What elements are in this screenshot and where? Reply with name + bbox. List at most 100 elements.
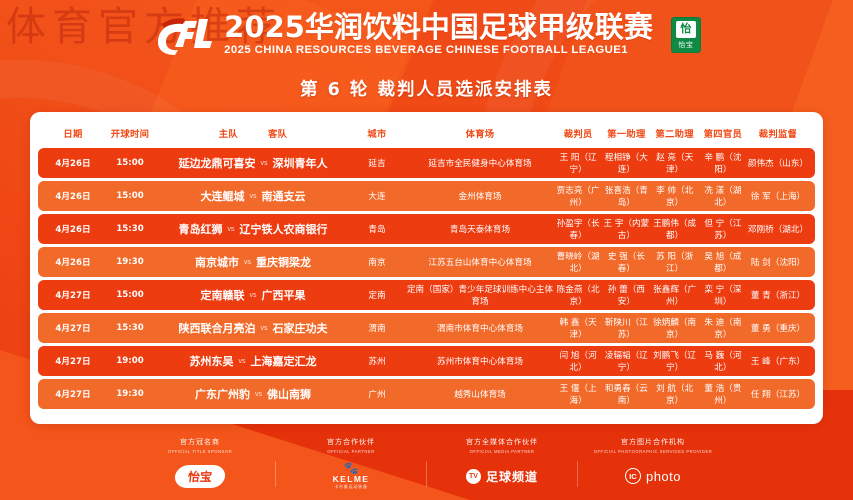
yibao-badge-mark: 怡 [675,20,696,38]
cell-home-team: 定南赣联 [200,289,245,302]
title-block: 2025华润饮料中国足球甲级联赛 2025 CHINA RESOURCES BE… [224,9,653,59]
cell-assistant2: 刘 航（北京） [656,384,694,406]
yibao-logo-text: 怡宝 [173,464,227,488]
column-header-assistant2: 第二助理 [655,129,694,140]
cell-assistant2: 苏 阳（浙江） [656,252,694,274]
table-row[interactable]: 4月27日 19:00 苏州东吴 vs 上海嘉定汇龙 苏州 苏州市体育中心体育场 闫 旭（河北… [38,346,815,376]
cell-away-team: 佛山南狮 [267,388,311,401]
table-header-row: 日期 开球时间 主队 客队 城市 体育场 裁判员 第一助理 第二助理 第四官员 … [38,118,815,148]
cell-date: 4月26日 [55,192,91,202]
table-row[interactable]: 4月26日 15:00 大连鲲城 vs 南通支云 大连 金州体育场 贾志亮（广州） 张喜浩（青岛… [38,181,815,211]
cell-supervisor: 董 勇（重庆） [750,324,806,334]
cell-date: 4月26日 [55,159,91,169]
table-row[interactable]: 4月26日 19:30 南京城市 vs 重庆铜梁龙 南京 江苏五台山体育中心体育场 曹晓岭（湖… [38,247,815,277]
cell-assistant1: 程相铮（大连） [604,153,648,175]
cell-fourth-official: 栾 宁（深圳） [704,285,742,307]
cell-referee: 孙盈宇（长春） [556,219,600,241]
cell-match: 陕西联合月亮泊 vs 石家庄功夫 [158,320,348,336]
cell-assistant1: 张喜浩（青岛） [604,186,648,208]
footer-divider [577,461,578,487]
table-row[interactable]: 4月26日 15:00 延边龙鼎可喜安 vs 深圳青年人 延吉 延吉市全民健身中心体育场 王 … [38,148,815,178]
column-header-supervisor: 裁判监督 [758,129,798,140]
football-channel-logo-block: TV 足球频道 [465,468,538,485]
yibao-badge-char: 怡 [680,22,692,35]
kelme-logo-block: 🐾 KELME 卡尔美运动装备 [333,462,370,490]
cell-referee: 韩 鑫（天津） [559,318,597,340]
column-header-away-team: 客队 [268,129,288,140]
table-row[interactable]: 4月27日 15:00 定南赣联 vs 广西平果 定南 定南（国家）青少年足球训练中心主体育… [38,280,815,310]
column-header-assistant1: 第一助理 [607,129,646,140]
table-row[interactable]: 4月27日 19:30 广东广州豹 vs 佛山南狮 广州 越秀山体育场 王 偃（上海） 和勇春（… [38,379,815,409]
cell-assistant1: 史 强（长春） [607,252,645,274]
yibao-sponsor-badge-icon: 怡 怡宝 [670,17,701,53]
cell-match: 苏州东吴 vs 上海嘉定汇龙 [158,353,348,369]
cell-assistant1: 孙 蕾（西安） [607,285,645,307]
icphoto-logo-text: photo [645,468,682,484]
cell-stadium: 苏州市体育中心体育场 [437,357,523,367]
icphoto-mark: IC [624,468,641,484]
vs-label: vs [249,291,257,299]
vs-label: vs [227,225,235,233]
cell-city: 青岛 [368,225,386,235]
cell-kickoff-time: 19:30 [116,389,144,399]
referee-assignment-card: 日期 开球时间 主队 客队 城市 体育场 裁判员 第一助理 第二助理 第四官员 … [30,112,823,424]
yibao-logo-icon: 怡宝 [173,463,227,489]
cell-referee: 王 阳（辽宁） [559,153,597,175]
cell-supervisor: 王 峰（广东） [750,357,806,367]
table-row[interactable]: 4月26日 15:30 青岛红狮 vs 辽宁铁人农商银行 青岛 青岛天泰体育场 孙盈宇（长春）… [38,214,815,244]
football-channel-logo-icon: TV 足球频道 [465,463,538,489]
table-body: 4月26日 15:00 延边龙鼎可喜安 vs 深圳青年人 延吉 延吉市全民健身中心体育场王 … [38,148,815,409]
cell-home-team: 南京城市 [195,256,239,269]
cell-kickoff-time: 19:30 [116,257,144,267]
cell-stadium: 定南（国家）青少年足球训练中心主体育场 [406,285,554,307]
cell-stadium: 越秀山体育场 [454,390,506,400]
cell-stadium: 青岛天泰体育场 [449,225,511,235]
sponsor-label-cn: 官方合作伙伴 [327,438,375,446]
cell-home-team: 陕西联合月亮泊 [178,322,256,335]
cell-home-team: 苏州东吴 [189,355,234,368]
cell-away-team: 辽宁铁人农商银行 [239,223,328,236]
cell-away-team: 广西平果 [261,289,306,302]
cell-home-team: 广东广州豹 [195,388,250,401]
vs-label: vs [238,357,246,365]
cell-kickoff-time: 15:30 [116,323,144,333]
cell-match: 定南赣联 vs 广西平果 [158,287,348,303]
cell-assistant1: 凌辐韬（辽宁） [604,351,648,373]
cell-fourth-official: 吴 旭（成都） [704,252,742,274]
kelme-logo-icon: 🐾 KELME 卡尔美运动装备 [333,462,370,490]
league-title-cn: 2025华润饮料中国足球甲级联赛 [224,9,653,44]
sponsor-label-en: OFFICIAL PHOTOGRAPHIC SERVICES PROVIDER [593,449,713,454]
cell-assistant1: 靳陕川（江苏） [604,318,648,340]
cell-fourth-official: 辛 鹏（沈阳） [704,153,742,175]
cell-assistant1: 和勇春（云南） [604,384,648,406]
cell-referee: 贾志亮（广州） [556,186,600,208]
footer-divider [426,461,427,487]
cell-away-team: 深圳青年人 [272,157,328,170]
cell-assistant2: 赵 亮（天津） [656,153,694,175]
column-header-kickoff: 开球时间 [110,129,150,140]
page-header: 2025华润饮料中国足球甲级联赛 2025 CHINA RESOURCES BE… [0,6,853,106]
cell-fourth-official: 冼 漾（湖北） [704,186,742,208]
cell-supervisor: 徐 军（上海） [750,192,806,202]
cell-supervisor: 任 翔（江苏） [750,390,806,400]
kelme-logo-subtext: 卡尔美运动装备 [334,484,368,489]
column-header-city: 城市 [367,129,387,140]
cell-referee: 闫 旭（河北） [559,351,597,373]
table-row[interactable]: 4月27日 15:30 陕西联合月亮泊 vs 石家庄功夫 渭南 渭南市体育中心体育场 韩 鑫（… [38,313,815,343]
sponsor-label-en: OFFICIAL PARTNER [327,449,375,454]
football-channel-logo-text: 足球频道 [485,469,538,484]
column-header-referee: 裁判员 [563,129,593,140]
cell-kickoff-time: 15:00 [116,191,144,201]
sponsor-title-sponsor: 官方冠名商 OFFICIAL TITLE SPONSOR 怡宝 [125,437,275,489]
column-header-teams: 主队 客队 [158,126,348,140]
cell-kickoff-time: 19:00 [116,356,144,366]
cell-match: 延边龙鼎可喜安 vs 深圳青年人 [158,155,348,171]
cell-assistant2: 刘鹏飞（辽宁） [653,351,697,373]
sponsor-label-cn: 官方冠名商 [180,438,220,446]
cell-referee: 曹晓岭（湖北） [556,252,600,274]
cell-home-team: 青岛红狮 [178,223,223,236]
cell-away-team: 上海嘉定汇龙 [250,355,317,368]
vs-label: vs [255,390,262,398]
cell-assistant1: 王 宇（内蒙古） [603,219,650,241]
vs-label: vs [260,324,268,332]
